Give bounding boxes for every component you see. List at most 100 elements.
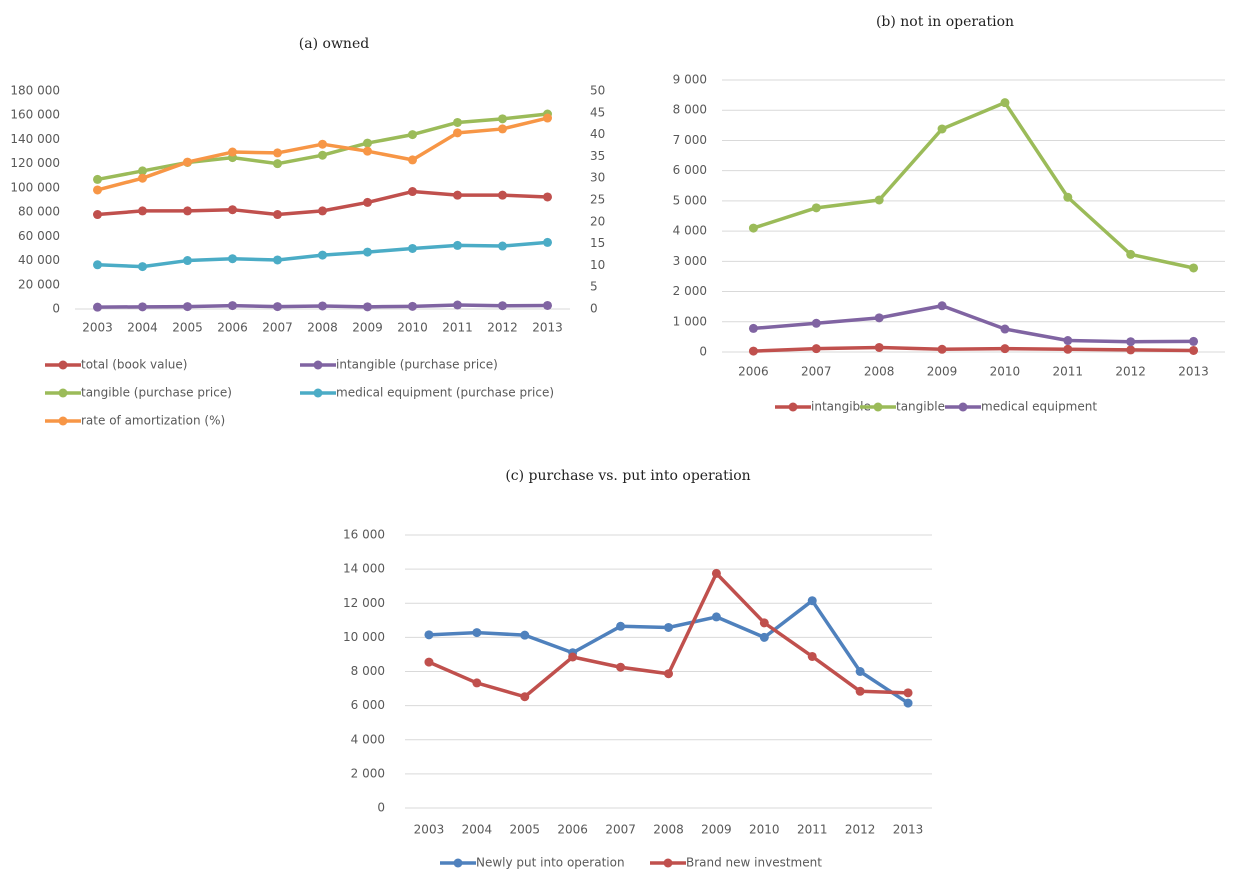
data-point: [498, 114, 507, 124]
x-tick-label: 2012: [1115, 365, 1146, 379]
data-point: [273, 148, 282, 158]
x-tick-label: 2012: [845, 823, 876, 837]
data-point: [498, 190, 507, 200]
series-line: [753, 345, 1194, 353]
data-point: [138, 302, 147, 312]
legend-label: Brand new investment: [686, 856, 822, 870]
x-tick-label: 2004: [127, 321, 158, 335]
data-point: [93, 260, 102, 270]
data-point: [408, 187, 417, 197]
data-point: [616, 621, 626, 631]
legend-label: intangible (purchase price): [336, 358, 498, 372]
legend-marker: [958, 402, 968, 412]
x-tick-label: 2013: [1178, 365, 1209, 379]
x-tick-label: 2009: [701, 823, 732, 837]
data-point: [1063, 192, 1073, 202]
y-tick-label: 5 000: [673, 193, 707, 207]
data-point: [93, 302, 102, 312]
legend-marker: [873, 402, 883, 412]
x-tick-label: 2003: [82, 321, 113, 335]
data-point: [138, 206, 147, 216]
data-point: [498, 241, 507, 251]
data-point: [453, 117, 462, 127]
data-point: [453, 300, 462, 310]
data-point: [318, 250, 327, 260]
y-tick-label: 10 000: [343, 630, 385, 644]
data-point: [93, 174, 102, 184]
data-point: [874, 342, 884, 352]
y-tick-label: 120 000: [10, 156, 60, 170]
y-tick-label: 3 000: [673, 254, 707, 268]
x-tick-label: 2011: [797, 823, 828, 837]
x-tick-label: 2011: [1053, 365, 1084, 379]
legend-marker: [313, 360, 323, 370]
data-point: [228, 301, 237, 311]
x-tick-label: 2004: [462, 823, 493, 837]
data-point: [318, 139, 327, 149]
x-tick-label: 2009: [927, 365, 958, 379]
x-tick-label: 2005: [172, 321, 203, 335]
data-point: [472, 628, 482, 638]
y-tick-label: 80 000: [18, 205, 60, 219]
data-point: [408, 155, 417, 165]
x-tick-label: 2008: [653, 823, 684, 837]
data-point: [363, 197, 372, 207]
x-tick-label: 2007: [262, 321, 293, 335]
data-point: [93, 185, 102, 195]
data-point: [748, 346, 758, 356]
y-tick-label: 100 000: [10, 180, 60, 194]
y2-tick-label: 40: [590, 127, 605, 141]
y-tick-label: 9 000: [673, 73, 707, 87]
data-point: [408, 301, 417, 311]
y-tick-label: 140 000: [10, 132, 60, 146]
x-tick-label: 2006: [738, 365, 769, 379]
data-point: [903, 688, 913, 698]
data-point: [138, 262, 147, 272]
x-tick-label: 2005: [509, 823, 540, 837]
data-point: [1189, 263, 1199, 273]
data-point: [937, 124, 947, 134]
data-point: [807, 596, 817, 606]
data-point: [1126, 337, 1136, 347]
data-point: [228, 254, 237, 264]
y-tick-label: 16 000: [343, 528, 385, 542]
data-point: [664, 622, 673, 632]
chart-title: (a) owned: [299, 36, 369, 52]
chart: (a) owned 0 20 000 40 000 60 000 80 000 100 00…: [10, 36, 605, 428]
chart-title: (c) purchase vs. put into operation: [505, 468, 750, 484]
data-point: [520, 692, 530, 702]
data-point: [453, 128, 462, 138]
y-tick-label: 180 000: [10, 84, 60, 98]
data-point: [811, 203, 821, 213]
data-point: [1000, 98, 1010, 108]
data-point: [498, 124, 507, 134]
legend-label: tangible (purchase price): [81, 386, 232, 400]
data-point: [138, 173, 147, 183]
data-point: [1000, 324, 1010, 334]
data-point: [138, 166, 147, 176]
data-point: [874, 195, 884, 205]
data-point: [520, 630, 530, 640]
legend-label: rate of amortization (%): [81, 414, 225, 428]
data-point: [1189, 336, 1199, 346]
data-point: [453, 190, 462, 200]
data-point: [318, 301, 327, 311]
data-point: [408, 130, 417, 140]
y-tick-label: 2 000: [673, 284, 707, 298]
y-tick-label: 7 000: [673, 133, 707, 147]
data-point: [318, 150, 327, 160]
data-point: [363, 247, 372, 257]
data-point: [363, 302, 372, 312]
y-tick-label: 60 000: [18, 229, 60, 243]
y-tick-label: 40 000: [18, 253, 60, 267]
x-tick-label: 2011: [442, 321, 473, 335]
legend-label: medical equipment (purchase price): [336, 386, 554, 400]
data-point: [1063, 344, 1073, 354]
data-point: [748, 223, 758, 233]
x-tick-label: 2003: [414, 823, 445, 837]
data-point: [1126, 345, 1136, 355]
legend-label: Newly put into operation: [476, 856, 625, 870]
data-point: [472, 678, 482, 688]
data-point: [273, 210, 282, 220]
chart: (c) purchase vs. put into operation 0 2 00…: [343, 468, 932, 870]
